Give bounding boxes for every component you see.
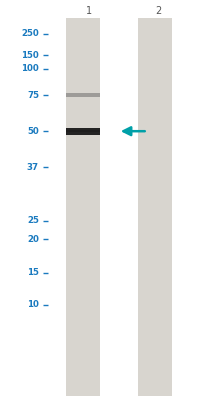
Text: 250: 250	[21, 30, 39, 38]
Text: 50: 50	[27, 127, 39, 136]
Bar	[66, 18, 100, 396]
Text: 75: 75	[27, 91, 39, 100]
Bar	[66, 93, 100, 97]
Text: 100: 100	[21, 64, 39, 73]
Text: 15: 15	[27, 268, 39, 277]
Text: 1: 1	[86, 6, 92, 16]
Text: 150: 150	[21, 51, 39, 60]
Bar	[66, 128, 100, 135]
Text: 25: 25	[27, 216, 39, 225]
Text: 10: 10	[27, 300, 39, 309]
Bar	[66, 130, 100, 132]
Text: 20: 20	[27, 235, 39, 244]
Text: 2: 2	[155, 6, 161, 16]
Bar	[137, 18, 171, 396]
Text: 37: 37	[27, 163, 39, 172]
